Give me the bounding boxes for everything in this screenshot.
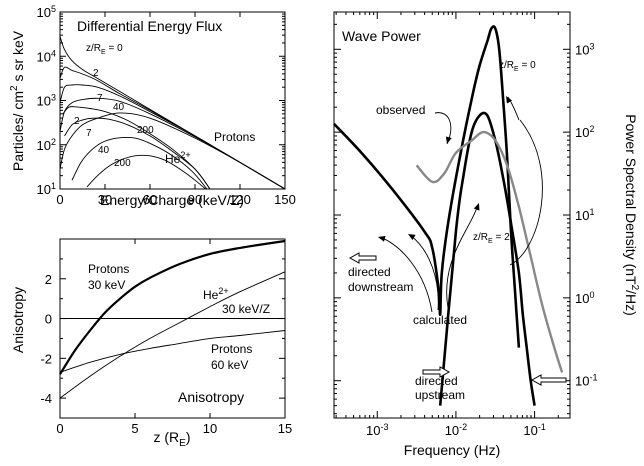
- wave-annotation-observed: observed: [376, 103, 425, 117]
- wave-chart-title: Wave Power: [342, 28, 421, 44]
- flux-series-line-6: [64, 117, 211, 190]
- aniso-annotation-he-energy: 30 keV/Z: [222, 302, 270, 316]
- wave-calculated-arrowhead-b: [408, 234, 416, 241]
- flux-chart-title: Differential Energy Flux: [77, 18, 222, 34]
- aniso-series-line-0: [59, 239, 286, 375]
- aniso-series-line-2: [59, 330, 286, 373]
- flux-annotation-proton-200: 200: [137, 125, 154, 136]
- wave-y-tick-label: 100: [575, 290, 594, 306]
- flux-x-tick-label: 150: [274, 192, 296, 207]
- aniso-plot-frame: [59, 238, 286, 419]
- wave-observed-arrowhead: [445, 136, 452, 144]
- flux-y-axis-label: Particles/ cm2 s sr keV: [9, 30, 26, 171]
- wave-y-tick-label: 103: [575, 41, 594, 57]
- flux-annotation-proton-7: 7: [97, 93, 103, 104]
- flux-series-line-0: [59, 36, 286, 190]
- wave-z0-callout-top: [507, 96, 520, 121]
- aniso-annotation-protons30-line2: 30 keV: [88, 278, 125, 292]
- wave-y-tick-label: 10-1: [575, 373, 597, 389]
- aniso-series-line-1: [59, 271, 286, 399]
- flux-series-line-5: [62, 106, 211, 190]
- wave-calculated-callout-a: [446, 204, 479, 309]
- flux-annotation-proton-2: 2: [93, 68, 99, 79]
- wave-plot-frame: [333, 11, 571, 419]
- wave-power-chart: 10-3 10-2 10-1 10-1 100 101 102 103 Wave Power Fr…: [333, 11, 640, 458]
- wave-annotation-z2: z/RE = 2: [473, 232, 510, 245]
- wave-y-tick-label: 101: [575, 207, 594, 223]
- aniso-annotation-protons60-line2: 60 keV: [211, 358, 248, 372]
- flux-series-line-1: [59, 66, 286, 190]
- aniso-y-tick-label: -4: [40, 391, 52, 406]
- aniso-x-tick-label: 5: [131, 421, 138, 436]
- flux-x-tick-label: 60: [143, 192, 157, 207]
- wave-calculated-arrowhead-c: [378, 235, 386, 242]
- flux-y-tick-label: 104: [37, 48, 56, 64]
- wave-series-line-2: [415, 130, 564, 373]
- flux-x-tick-label: 0: [56, 192, 63, 207]
- flux-annotation-he-2: 2: [74, 116, 80, 127]
- aniso-x-tick-label: 15: [278, 421, 292, 436]
- wave-annotation-downstream-line1: directed: [348, 265, 391, 279]
- wave-downstream-arrow-shape: [348, 252, 377, 264]
- wave-z0-arrowhead: [506, 96, 513, 104]
- flux-annotation-z0: z/RE = 0: [86, 43, 123, 56]
- aniso-annotation-protons60-line1: Protons: [211, 342, 252, 356]
- aniso-x-tick-label: 0: [56, 421, 63, 436]
- wave-annotation-downstream-line2: downstream: [348, 280, 413, 294]
- wave-calculated-callout-c: [379, 236, 433, 313]
- wave-upstream-arrow: [422, 366, 451, 378]
- wave-calculated-callout-b: [409, 234, 439, 311]
- aniso-x-axis-label: z (RE): [153, 429, 190, 449]
- flux-x-tick-label: 90: [188, 192, 202, 207]
- flux-y-tick-label: 101: [37, 181, 56, 197]
- wave-x-tick-label: 10-2: [445, 422, 467, 438]
- aniso-y-tick-label: 0: [45, 312, 52, 327]
- wave-x-tick-label: 10-3: [366, 422, 388, 438]
- wave-series-line-0: [333, 25, 521, 348]
- wave-y-tick-label: 102: [575, 124, 594, 140]
- wave-downstream-arrow: [348, 252, 377, 264]
- flux-x-tick-label: 120: [229, 192, 251, 207]
- flux-annotation-he-200: 200: [114, 158, 131, 169]
- flux-y-tick-label: 102: [37, 137, 56, 153]
- wave-y-axis-label: Power Spectral Density (nT2/Hz): [623, 114, 640, 316]
- differential-energy-flux-chart: 0 30 60 90 120 150 101 102 103 104 105 Differential…: [9, 4, 296, 208]
- wave-annotation-upstream-line1: directed: [415, 374, 458, 388]
- wave-z0-callout: [509, 119, 543, 266]
- wave-x-axis-label: Frequency (Hz): [404, 442, 500, 458]
- flux-series-line-3: [59, 97, 286, 190]
- flux-y-tick-label: 103: [37, 93, 56, 109]
- flux-series-line-4: [59, 112, 286, 190]
- aniso-annotation-protons30-line1: Protons: [88, 262, 129, 276]
- flux-series-line-8: [86, 154, 206, 190]
- aniso-y-tick-label: -2: [40, 351, 52, 366]
- wave-x-tick-label: 10-1: [523, 422, 545, 438]
- aniso-chart-title: Anisotropy: [178, 389, 244, 405]
- flux-y-tick-label: 105: [37, 4, 56, 20]
- flux-x-tick-label: 30: [98, 192, 112, 207]
- wave-boundary-arrow: [530, 374, 567, 386]
- aniso-annotation-he2plus: He2+: [203, 286, 229, 302]
- wave-upstream-arrow-shape: [422, 366, 451, 378]
- flux-annotation-protons: Protons: [214, 130, 255, 144]
- flux-annotation-he-40: 40: [98, 145, 110, 156]
- flux-annotation-he-7: 7: [86, 128, 92, 139]
- aniso-y-axis-label: Anisotropy: [10, 287, 26, 353]
- flux-annotation-proton-40: 40: [113, 102, 125, 113]
- wave-annotation-z0: z/RE = 0: [499, 60, 536, 73]
- wave-annotation-calculated: calculated: [413, 313, 467, 327]
- aniso-x-tick-label: 10: [203, 421, 217, 436]
- flux-x-axis-label: Energy/Charge (keV/Z): [100, 192, 244, 208]
- wave-series-line-1: [438, 111, 536, 406]
- aniso-y-tick-label: 2: [45, 272, 52, 287]
- flux-annotation-he2plus: He2+: [165, 150, 191, 166]
- anisotropy-chart: 0 5 10 15 -4 -2 0 2 z (RE) Anisotropy Anisotropy Pr…: [10, 238, 292, 449]
- wave-boundary-arrow-shape: [530, 374, 567, 386]
- wave-calculated-arrowhead-a: [473, 203, 480, 211]
- wave-annotation-upstream-line2: upstream: [415, 388, 465, 402]
- flux-series-line-7: [71, 136, 208, 190]
